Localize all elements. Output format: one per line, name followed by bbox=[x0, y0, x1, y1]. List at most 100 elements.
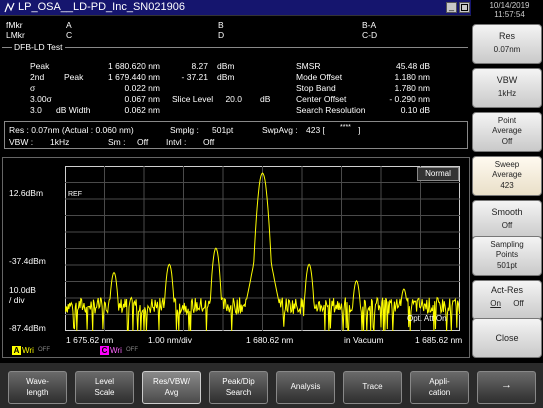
softkey-res[interactable]: Res 0.07nm bbox=[472, 24, 542, 64]
vbw-label: VBW : bbox=[9, 137, 34, 147]
softkey-sampling-points-value: 501pt bbox=[496, 261, 518, 270]
marker-d: D bbox=[218, 30, 225, 40]
act-res-off[interactable]: Off bbox=[513, 299, 524, 308]
marker-c: C bbox=[66, 30, 73, 40]
display-mode-badge[interactable]: Normal bbox=[417, 167, 459, 181]
softkey-vbw-label: VBW bbox=[496, 75, 518, 85]
peak-label: Peak bbox=[30, 61, 50, 71]
smsr-label: SMSR bbox=[296, 61, 321, 71]
resolution-setting: Res : 0.07nm (Actual : 0.060 nm) bbox=[9, 125, 134, 135]
softkey-sampling-points[interactable]: Sampling Points 501pt bbox=[472, 236, 542, 276]
marker-b: B bbox=[218, 20, 224, 30]
softkey-smooth[interactable]: Smooth Off bbox=[472, 200, 542, 240]
sigma-value: 0.022 nm bbox=[124, 83, 160, 93]
smooth-label: Sm : bbox=[108, 137, 126, 147]
softkey-vbw-value: 1kHz bbox=[497, 89, 517, 98]
sweep-average-label: SwpAvg : bbox=[262, 125, 298, 135]
clock: 10/14/2019 11:57:54 bbox=[476, 0, 543, 22]
second-peak-wavelength: 1 679.440 nm bbox=[108, 72, 160, 82]
second-peak-level: - 37.21 bbox=[181, 72, 208, 82]
second-sublabel: Peak bbox=[64, 72, 84, 82]
center-offset-value: - 0.290 nm bbox=[389, 94, 430, 104]
mode-offset-label: Mode Offset bbox=[296, 72, 343, 82]
trace-a-indicator[interactable]: A bbox=[12, 346, 21, 355]
peak-unit: dBm bbox=[217, 61, 235, 71]
trace-a-display: OFF bbox=[38, 347, 50, 353]
key-level-scale-label: Level Scale bbox=[94, 377, 115, 397]
app-logo-icon bbox=[4, 2, 15, 13]
key-level-scale[interactable]: Level Scale bbox=[75, 371, 134, 404]
settings-box bbox=[4, 121, 468, 149]
key-next-arrow-icon[interactable]: → bbox=[477, 371, 536, 404]
clock-date: 10/14/2019 bbox=[489, 1, 530, 10]
3sigma-label: 3.00σ bbox=[30, 94, 52, 104]
key-wavelength[interactable]: Wave- length bbox=[8, 371, 67, 404]
sampling-value: 501pt bbox=[212, 125, 234, 135]
softkey-close[interactable]: Close bbox=[472, 318, 542, 358]
key-trace[interactable]: Trace bbox=[343, 371, 402, 404]
maximize-button[interactable] bbox=[459, 2, 470, 13]
window-title: LP_OSA__LD-PD_Inc_SN021906 bbox=[18, 1, 185, 13]
key-analysis[interactable]: Analysis bbox=[276, 371, 335, 404]
interval-label: Intvl : bbox=[166, 137, 187, 147]
marker-b-a: B-A bbox=[362, 20, 377, 30]
vbw-value: 1kHz bbox=[50, 137, 70, 147]
key-application-label: Appli- cation bbox=[428, 377, 451, 397]
clock-time: 11:57:54 bbox=[494, 10, 525, 19]
sweep-average-value: 423 [ bbox=[306, 125, 325, 135]
slice-level-unit: dB bbox=[260, 94, 271, 104]
width-sublabel: dB Width bbox=[56, 105, 91, 115]
act-res-on[interactable]: On bbox=[490, 299, 501, 308]
trace-c-indicator[interactable]: C bbox=[100, 346, 109, 355]
section-title: DFB-LD Test bbox=[12, 42, 65, 52]
softkey-act-res-label: Act-Res bbox=[490, 285, 523, 295]
softkey-res-value: 0.07nm bbox=[493, 45, 521, 54]
mode-offset-value: 1.180 nm bbox=[394, 72, 430, 82]
center-offset-label: Center Offset bbox=[296, 94, 347, 104]
sweep-average-bracket: ] bbox=[358, 125, 361, 135]
softkey-act-res[interactable]: Act-Res On Off bbox=[472, 280, 542, 320]
x-stop: 1 685.62 nm bbox=[415, 335, 463, 345]
x-medium: in Vacuum bbox=[344, 335, 384, 345]
plot-grid bbox=[65, 166, 460, 331]
softkey-smooth-value: Off bbox=[501, 221, 513, 230]
stop-band-value: 1.780 nm bbox=[394, 83, 430, 93]
softkey-point-average-value: Off bbox=[501, 137, 513, 146]
x-center: 1 680.62 nm bbox=[246, 335, 294, 345]
key-wavelength-label: Wave- length bbox=[26, 377, 49, 397]
second-peak-unit: dBm bbox=[217, 72, 235, 82]
key-trace-label: Trace bbox=[362, 382, 383, 391]
softkey-point-average-label: Point Average bbox=[492, 116, 522, 135]
width-value: 0.062 nm bbox=[124, 105, 160, 115]
title-bar: LP_OSA__LD-PD_Inc_SN021906 _ bbox=[0, 0, 471, 16]
key-peak-dip-search[interactable]: Peak/Dip Search bbox=[209, 371, 268, 404]
second-label: 2nd bbox=[30, 72, 45, 82]
softkey-vbw[interactable]: VBW 1kHz bbox=[472, 68, 542, 108]
x-division: 1.00 nm/div bbox=[148, 335, 192, 345]
spectrum-plot[interactable] bbox=[65, 166, 460, 331]
key-application[interactable]: Appli- cation bbox=[410, 371, 469, 404]
key-res-vbw-avg-label: Res/VBW/ Avg bbox=[153, 377, 190, 397]
softkey-res-label: Res bbox=[498, 31, 515, 41]
width-label: 3.0 bbox=[30, 105, 42, 115]
lmkr-label: LMkr bbox=[6, 30, 25, 40]
smooth-value: Off bbox=[137, 137, 149, 147]
key-res-vbw-avg[interactable]: Res/VBW/ Avg bbox=[142, 371, 201, 404]
softkey-sweep-average[interactable]: Sweep Average 423 bbox=[472, 156, 542, 196]
trace-a-line bbox=[65, 172, 460, 331]
x-start: 1 675.62 nm bbox=[66, 335, 114, 345]
smsr-value: 45.48 dB bbox=[395, 61, 430, 71]
sigma-label: σ bbox=[30, 83, 36, 93]
fmkr-label: fMkr bbox=[6, 20, 23, 30]
peak-level: 8.27 bbox=[191, 61, 208, 71]
sampling-label: Smplg : bbox=[170, 125, 199, 135]
slice-level-value: 20.0 bbox=[225, 94, 242, 104]
y-bottom-level: -87.4dBm bbox=[9, 323, 46, 333]
interval-value: Off bbox=[203, 137, 215, 147]
peak-wavelength: 1 680.620 nm bbox=[108, 61, 160, 71]
softkey-smooth-label: Smooth bbox=[491, 207, 523, 217]
minimize-button[interactable]: _ bbox=[446, 1, 457, 13]
trace-a-mode: Wri bbox=[22, 346, 34, 355]
softkey-point-average[interactable]: Point Average Off bbox=[472, 112, 542, 152]
y-mid-level: -37.4dBm bbox=[9, 256, 46, 266]
